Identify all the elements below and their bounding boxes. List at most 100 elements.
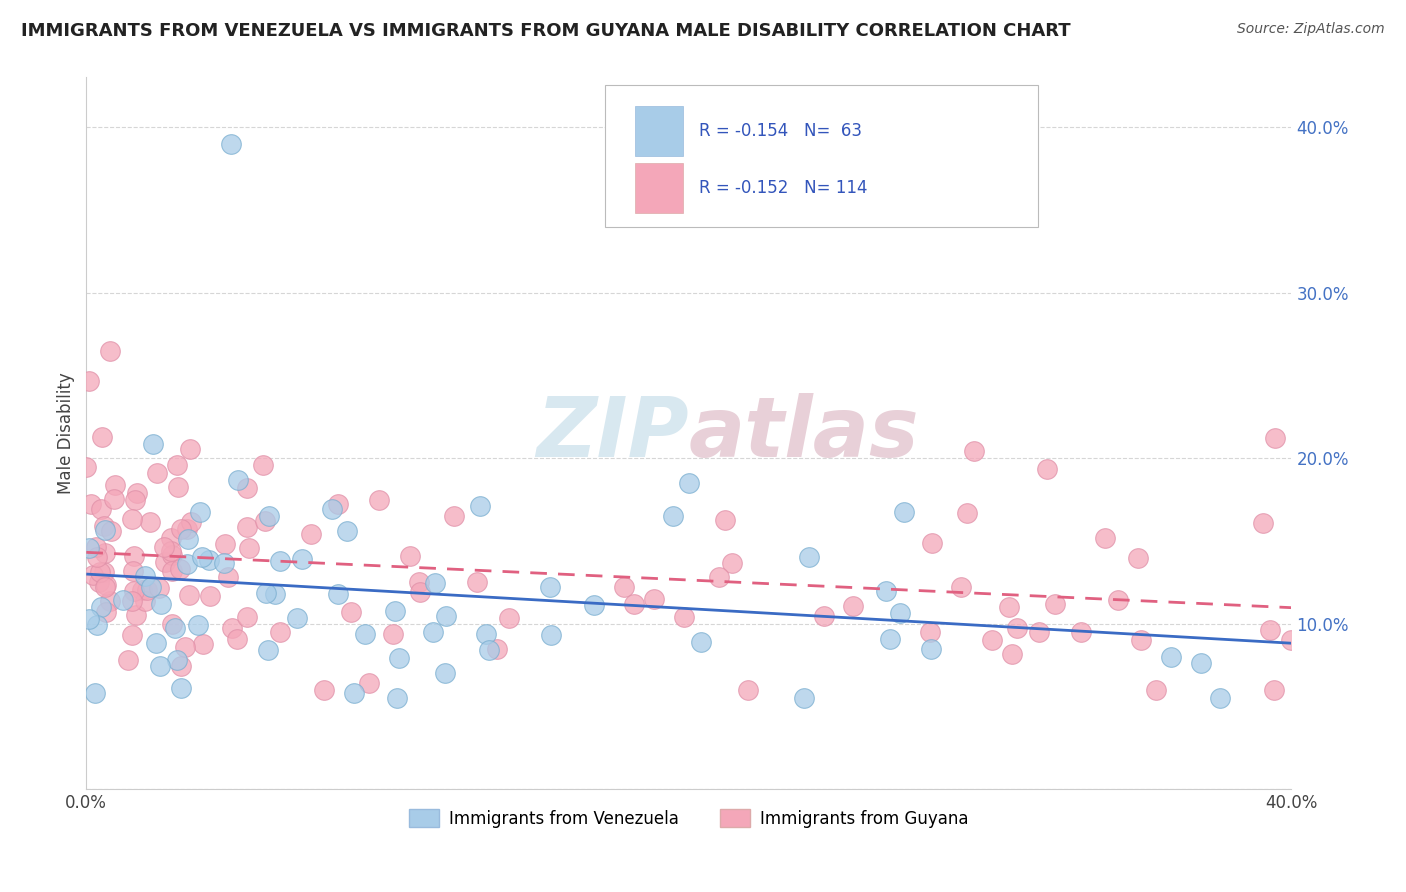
Point <box>813 608 835 623</box>
Point <box>77 375 100 389</box>
Point <box>98 594 121 608</box>
Point <box>893 505 915 519</box>
Point <box>291 552 314 566</box>
Y-axis label: Male Disability: Male Disability <box>58 373 75 494</box>
Point <box>176 522 198 536</box>
Text: Source: ZipAtlas.com: Source: ZipAtlas.com <box>1237 22 1385 37</box>
Point <box>121 628 143 642</box>
Point <box>613 580 636 594</box>
Point <box>707 569 730 583</box>
Text: IMMIGRANTS FROM VENEZUELA VS IMMIGRANTS FROM GUYANA MALE DISABILITY CORRELATION : IMMIGRANTS FROM VENEZUELA VS IMMIGRANTS … <box>21 22 1071 40</box>
Point <box>89 565 111 579</box>
Point <box>238 541 260 555</box>
Point <box>1258 624 1281 638</box>
Point <box>1005 621 1028 635</box>
Point <box>149 597 172 611</box>
Point <box>321 502 343 516</box>
Point <box>842 599 865 613</box>
Point <box>253 514 276 528</box>
Point <box>134 594 156 608</box>
Point <box>1035 461 1057 475</box>
Point <box>139 580 162 594</box>
Point <box>90 599 112 614</box>
Point <box>1028 625 1050 640</box>
Point <box>465 574 488 589</box>
Point <box>122 565 145 579</box>
Point <box>145 467 167 481</box>
Point <box>443 508 465 523</box>
Point <box>94 605 117 619</box>
Point <box>149 658 172 673</box>
Point <box>889 607 911 621</box>
Point <box>1144 682 1167 697</box>
Point <box>79 497 101 511</box>
Point <box>478 643 501 657</box>
Point <box>662 508 685 523</box>
Point <box>174 640 197 655</box>
Point <box>918 624 941 639</box>
Point <box>180 515 202 529</box>
Point <box>1189 657 1212 671</box>
Point <box>1281 633 1303 648</box>
Point <box>94 523 117 537</box>
Point <box>136 583 159 598</box>
Point <box>160 543 183 558</box>
Point <box>955 507 977 521</box>
Point <box>160 548 183 562</box>
Point <box>160 531 183 545</box>
Point <box>714 512 737 526</box>
Point <box>93 566 115 580</box>
Point <box>998 599 1021 614</box>
Point <box>221 621 243 635</box>
Point <box>214 537 236 551</box>
Point <box>84 686 107 700</box>
Text: atlas: atlas <box>689 392 920 474</box>
Point <box>121 512 143 526</box>
Point <box>94 578 117 592</box>
Point <box>583 599 606 613</box>
Point <box>145 636 167 650</box>
Point <box>190 505 212 519</box>
Point <box>90 501 112 516</box>
Point <box>198 553 221 567</box>
Point <box>121 593 143 607</box>
Point <box>1208 691 1230 706</box>
Point <box>167 480 190 494</box>
Point <box>214 557 236 571</box>
Point <box>384 603 406 617</box>
Point <box>77 541 100 555</box>
Point <box>122 583 145 598</box>
Point <box>177 588 200 602</box>
Point <box>1043 597 1066 611</box>
Point <box>422 625 444 640</box>
Point <box>921 535 943 549</box>
Point <box>1264 431 1286 445</box>
Text: R = -0.152   N= 114: R = -0.152 N= 114 <box>699 178 868 197</box>
Point <box>236 520 259 534</box>
Legend: Immigrants from Venezuela, Immigrants from Guyana: Immigrants from Venezuela, Immigrants fr… <box>402 803 976 834</box>
Point <box>170 659 193 673</box>
FancyBboxPatch shape <box>634 106 683 156</box>
Point <box>299 526 322 541</box>
Point <box>382 627 405 641</box>
Point <box>673 609 696 624</box>
Point <box>100 524 122 538</box>
Point <box>485 642 508 657</box>
Point <box>153 555 176 569</box>
Point <box>1126 551 1149 566</box>
Point <box>153 541 176 555</box>
Point <box>226 473 249 487</box>
Point <box>328 587 350 601</box>
Point <box>187 618 209 632</box>
Point <box>387 691 409 706</box>
Point <box>166 653 188 667</box>
Point <box>104 478 127 492</box>
Point <box>235 610 257 624</box>
Point <box>103 492 125 507</box>
Point <box>87 575 110 590</box>
Point <box>1251 516 1274 530</box>
Point <box>475 626 498 640</box>
Point <box>148 581 170 595</box>
Point <box>124 492 146 507</box>
Point <box>1094 531 1116 545</box>
